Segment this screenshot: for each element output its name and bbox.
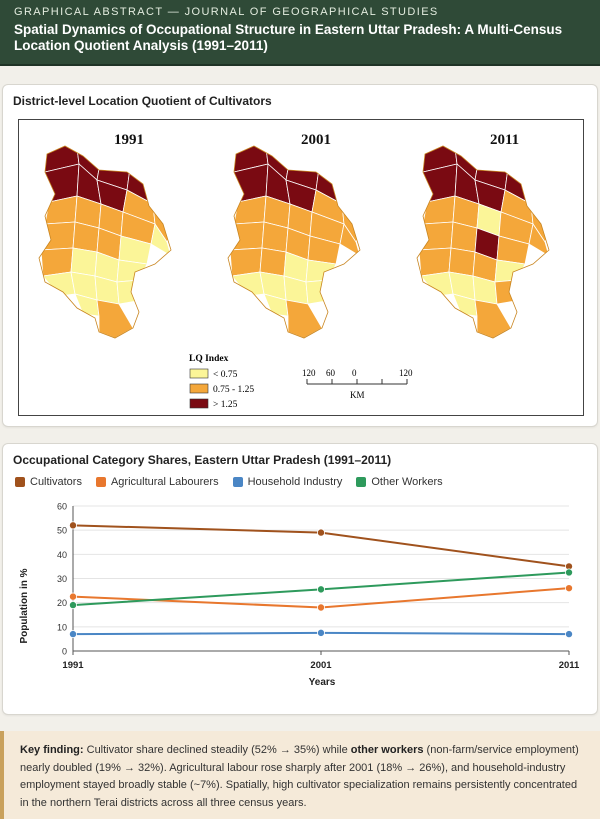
y-axis-label: Population in %: [19, 568, 30, 643]
abstract-header: GRAPHICAL ABSTRACT — JOURNAL OF GEOGRAPH…: [0, 0, 600, 66]
district-region: [233, 195, 267, 225]
finding-text-1: Cultivator share declined steadily (52% …: [83, 744, 351, 756]
y-tick-label: 50: [57, 526, 67, 536]
legend-item-household: Household Industry: [232, 476, 343, 488]
finding-bold: other workers: [350, 744, 424, 756]
scale-tick-1: 120: [302, 368, 316, 378]
data-point-household-industry: [69, 630, 78, 639]
district-region: [339, 223, 360, 257]
district-region: [259, 271, 287, 301]
district-region: [448, 271, 476, 301]
district-region: [474, 299, 512, 338]
key-finding: Key finding: Cultivator share declined s…: [0, 731, 600, 819]
legend-label-cultivators: Cultivators: [30, 476, 82, 488]
map-2001: [227, 145, 361, 339]
data-point-cultivators: [69, 521, 78, 530]
maps-svg: 1991 2001 2011 LQ Index < 0.75 0.75 - 1.25…: [38, 132, 550, 410]
data-point-agricultural-labourers: [69, 592, 78, 601]
district-region: [229, 247, 263, 277]
y-tick-label: 30: [57, 574, 67, 584]
district-region: [229, 221, 265, 251]
finding-lead: Key finding:: [20, 744, 84, 756]
page-title: Spatial Dynamics of Occupational Structu…: [14, 22, 563, 53]
data-point-cultivators: [316, 528, 325, 537]
district-region: [418, 247, 452, 277]
chart-legend: Cultivators Agricultural Labourers House…: [15, 476, 443, 488]
data-point-agricultural-labourers: [316, 603, 325, 612]
y-tick-label: 20: [57, 598, 67, 608]
legend-swatch-mid: [189, 383, 209, 394]
legend-label-ag-labourers: Agricultural Labourers: [110, 476, 219, 488]
lq-legend: LQ Index < 0.75 0.75 - 1.25 > 1.25: [189, 354, 254, 410]
district-region: [494, 279, 522, 305]
district-region: [305, 259, 337, 283]
y-tick-label: 0: [62, 647, 67, 657]
district-region: [70, 271, 98, 301]
data-point-other-workers: [565, 568, 574, 577]
legend-label-household: Household Industry: [247, 476, 343, 488]
district-region: [44, 195, 78, 225]
legend-swatch-other: [356, 477, 367, 487]
map-panel: 1991 2001 2011 LQ Index < 0.75 0.75 - 1.25…: [18, 119, 584, 416]
x-tick-label: 2011: [559, 660, 580, 671]
y-tick-label: 10: [57, 622, 67, 632]
district-region: [418, 221, 454, 251]
legend-item-ag-labourers: Agricultural Labourers: [95, 476, 219, 488]
line-chart: 0 10 20 30 40 50 60 1991 2001 2011 Population in …: [19, 502, 580, 689]
legend-label-mid: 0.75 - 1.25: [213, 385, 254, 395]
district-region: [259, 247, 287, 277]
x-tick-label: 1991: [62, 660, 84, 671]
legend-swatch-household: [232, 477, 243, 487]
legend-swatch-high: [189, 398, 209, 409]
y-tick-label: 60: [57, 502, 67, 512]
district-region: [448, 247, 476, 277]
district-region: [116, 259, 148, 283]
legend-title: LQ Index: [189, 354, 229, 364]
map-year-label-2011: 2011: [490, 132, 519, 148]
map-section-title: District-level Location Quotient of Cult…: [13, 94, 272, 108]
scale-unit: KM: [350, 390, 365, 400]
scale-tick-2: 60: [326, 368, 336, 378]
data-point-agricultural-labourers: [565, 584, 574, 593]
data-point-household-industry: [316, 628, 325, 637]
scale-tick-3: 0: [352, 368, 357, 378]
x-tick-label: 2001: [310, 660, 332, 671]
legend-swatch-low: [189, 368, 209, 379]
map-2011: [416, 145, 550, 339]
data-point-household-industry: [565, 630, 574, 639]
legend-label-high: > 1.25: [213, 400, 238, 410]
x-axis-label: Years: [309, 677, 336, 688]
legend-swatch-cultivators: [15, 477, 25, 487]
map-year-label-2001: 2001: [301, 132, 331, 148]
map-year-label-1991: 1991: [114, 132, 144, 148]
chart-card: Occupational Category Shares, Eastern Ut…: [2, 443, 598, 715]
district-region: [494, 259, 526, 283]
district-region: [150, 223, 171, 257]
district-region: [116, 279, 144, 305]
map-1991: [38, 145, 172, 339]
finding-text-2: (non-farm/service employment) nearly dou…: [20, 744, 579, 809]
data-point-other-workers: [69, 601, 78, 610]
district-region: [40, 221, 76, 251]
legend-item-other: Other Workers: [356, 476, 443, 488]
district-region: [96, 299, 134, 338]
scale-tick-4: 120: [399, 368, 413, 378]
map-card: District-level Location Quotient of Cult…: [2, 84, 598, 427]
journal-kicker: GRAPHICAL ABSTRACT — JOURNAL OF GEOGRAPH…: [14, 6, 439, 18]
legend-item-cultivators: Cultivators: [15, 476, 82, 488]
district-region: [422, 195, 456, 225]
data-point-other-workers: [316, 585, 325, 594]
y-tick-label: 40: [57, 550, 67, 560]
legend-label-low: < 0.75: [213, 370, 238, 380]
district-region: [528, 223, 549, 257]
district-region: [40, 247, 74, 277]
legend-label-other: Other Workers: [371, 476, 443, 488]
district-region: [305, 279, 333, 305]
scale-bar: 120 60 0 120 KM: [302, 368, 413, 400]
district-region: [285, 299, 323, 338]
district-region: [70, 247, 98, 277]
legend-swatch-ag-labourers: [95, 477, 106, 487]
chart-title: Occupational Category Shares, Eastern Ut…: [13, 453, 392, 467]
